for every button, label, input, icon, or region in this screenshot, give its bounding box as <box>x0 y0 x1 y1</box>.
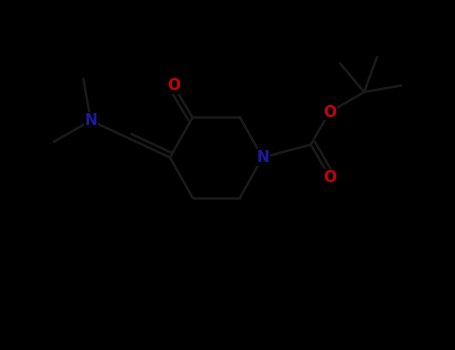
Text: O: O <box>167 78 180 93</box>
Text: N: N <box>84 113 97 128</box>
Text: N: N <box>256 150 269 165</box>
Text: O: O <box>323 105 336 120</box>
Text: O: O <box>323 169 336 184</box>
